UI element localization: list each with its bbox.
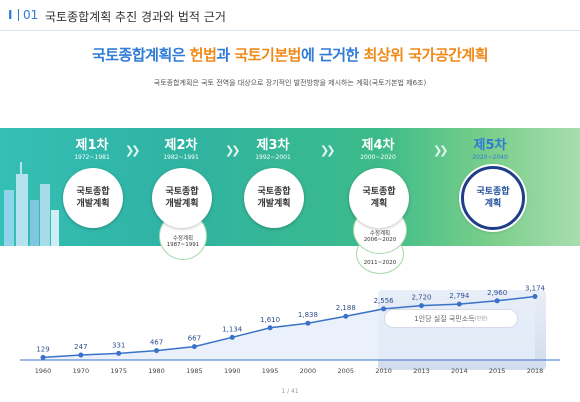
section-title: 국토종합계획 추진 경과와 법적 근거: [45, 10, 226, 24]
data-point: [267, 325, 273, 331]
chevron-right-icon: ❯❯: [125, 144, 141, 157]
stage-1-plan: 국토종합 개발계획: [63, 168, 123, 228]
stage-years: 1992~2001: [255, 154, 291, 161]
section-header: I 01 국토종합계획 추진 경과와 법적 근거: [0, 0, 580, 31]
stage-name: 제3차: [256, 138, 290, 153]
stage-2-plan: 국토종합 개발계획: [152, 168, 212, 228]
data-label: 3,174: [525, 285, 546, 293]
section-mark: I: [8, 8, 13, 22]
revision-years: 2006~2020: [363, 237, 397, 243]
data-point: [305, 320, 311, 326]
x-tick-label: 2010: [375, 367, 392, 375]
data-label: 129: [36, 345, 49, 353]
x-tick-label: 1990: [224, 367, 241, 375]
headline-highlight: 헌법: [189, 46, 217, 64]
x-tick-label: 2018: [527, 367, 544, 375]
data-label: 1,134: [222, 325, 243, 333]
stage-3-plan: 국토종합 개발계획: [244, 168, 304, 228]
x-tick-label: 2013: [413, 367, 430, 375]
section-number: 01: [23, 8, 39, 22]
headline-part: 과: [216, 46, 235, 64]
stage-2-title: 제2차 1982~1991: [136, 134, 226, 161]
data-point: [116, 350, 122, 356]
data-point: [191, 344, 197, 350]
data-label: 2,556: [374, 297, 395, 305]
series-unit: (만원): [474, 316, 488, 322]
subtitle: 국토종합계획은 국토 전역을 대상으로 장기적인 발전방향을 제시하는 계획(국…: [153, 79, 427, 87]
headline: 국토종합계획은 헌법과 국토기본법에 근거한 최상위 국가공간계획: [0, 44, 580, 65]
x-tick-label: 1960: [35, 367, 52, 375]
stage-name: 제4차: [361, 138, 395, 153]
x-tick-label: 2005: [337, 367, 354, 375]
stage-1-title: 제1차 1972~1981: [47, 134, 137, 161]
stage-name: 제1차: [75, 138, 109, 153]
chevron-right-icon: ❯❯: [433, 144, 449, 157]
city-illustration: [4, 162, 59, 246]
series-line: [42, 295, 536, 359]
stage-years: 2020~2040: [472, 154, 508, 161]
revision-label: 수정계획: [369, 231, 391, 237]
data-label: 1,838: [298, 311, 318, 319]
data-point: [532, 294, 538, 300]
data-label: 247: [74, 343, 87, 351]
data-point: [381, 306, 387, 312]
stage-years: 1982~1991: [163, 154, 199, 161]
revision-years: 2011~2020: [363, 260, 397, 266]
data-point: [494, 298, 500, 304]
data-label: 331: [112, 341, 125, 349]
data-label: 2,720: [411, 294, 431, 302]
stage-4-title: 제4차 2000~2020: [333, 134, 423, 161]
data-label: 467: [150, 339, 163, 347]
stage-5-plan: 국토종합 계획: [461, 166, 525, 230]
headline-part: 국토종합계획은: [91, 46, 190, 64]
data-point: [154, 348, 160, 354]
revision-label: 수정계획: [172, 236, 194, 242]
chevron-right-icon: ❯❯: [225, 144, 241, 157]
x-tick-label: 1995: [262, 367, 279, 375]
x-tick-label: 2014: [451, 367, 468, 375]
x-tick-label: 2000: [300, 367, 317, 375]
series-label: 1인당 실질 국민소득: [414, 314, 475, 323]
headline-part: 에 근거한: [300, 46, 364, 64]
headline-highlight: 국토기본법: [234, 46, 301, 64]
stage-years: 2000~2020: [360, 154, 396, 161]
data-label: 667: [188, 335, 201, 343]
data-point: [78, 352, 84, 358]
header-divider: [18, 9, 19, 21]
stage-name: 제5차: [473, 138, 507, 153]
x-tick-label: 1970: [73, 367, 90, 375]
stage-years: 1972~1981: [74, 154, 110, 161]
data-label: 2,794: [449, 292, 470, 300]
series-legend: 1인당 실질 국민소득 (만원): [384, 309, 518, 328]
stage-5-title: 제5차 2020~2040: [445, 134, 535, 161]
data-label: 2,188: [336, 304, 356, 312]
data-point: [40, 354, 46, 360]
stage-name: 제2차: [164, 138, 198, 153]
data-point: [343, 313, 349, 319]
chevron-right-icon: ❯❯: [320, 144, 336, 157]
data-point: [229, 334, 235, 340]
data-label: 1,610: [260, 316, 280, 324]
data-label: 2,960: [487, 289, 507, 297]
series-area: [43, 296, 535, 360]
stage-4-plan: 국토종합 계획: [349, 168, 409, 228]
x-tick-label: 2015: [489, 367, 506, 375]
page-number: 1 / 41: [281, 388, 299, 395]
x-tick-label: 1980: [148, 367, 165, 375]
headline-highlight: 최상위 국가공간계획: [363, 46, 489, 64]
x-tick-label: 1985: [186, 367, 203, 375]
revision-years: 1987~1991: [166, 242, 200, 248]
data-point: [418, 303, 424, 309]
x-tick-label: 1975: [110, 367, 127, 375]
data-point: [456, 301, 462, 307]
stage-3-title: 제3차 1992~2001: [228, 134, 318, 161]
